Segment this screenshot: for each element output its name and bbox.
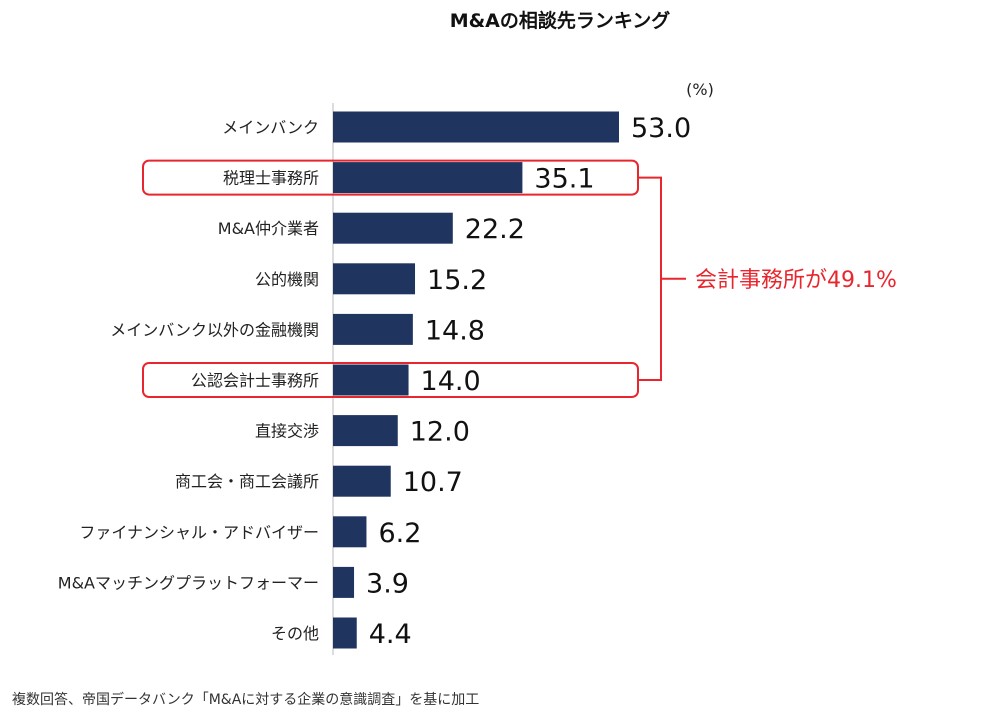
category-label: 税理士事務所 (223, 169, 319, 188)
bar (333, 364, 409, 396)
chart-title: M&Aの相談先ランキング (450, 9, 671, 32)
value-label: 4.4 (369, 619, 412, 650)
highlight-bracket (638, 176, 662, 381)
category-label: 公認会計士事務所 (191, 371, 319, 390)
category-label: ファイナンシャル・アドバイザー (79, 523, 319, 542)
bar (333, 516, 367, 548)
category-label: 商工会・商工会議所 (175, 472, 319, 491)
source-note: 複数回答、帝国データバンク「M&Aに対する企業の意識調査」を基に加工 (12, 692, 480, 708)
value-label: 12.0 (410, 417, 470, 448)
value-label: 15.2 (427, 265, 487, 296)
bar (333, 111, 619, 143)
category-label: M&Aマッチングプラットフォーマー (58, 573, 319, 592)
category-label: M&A仲介業者 (218, 219, 319, 238)
bar (333, 566, 355, 598)
value-label: 14.0 (421, 366, 481, 397)
value-label: 6.2 (378, 518, 421, 549)
value-label: 10.7 (403, 467, 463, 498)
unit-label: (%) (686, 80, 714, 99)
value-label: 22.2 (465, 214, 525, 245)
annotation-text: 会計事務所が49.1% (695, 268, 897, 293)
category-label: その他 (271, 624, 319, 643)
bar (333, 465, 391, 497)
bar (333, 313, 413, 345)
bar (333, 263, 416, 295)
value-label: 14.8 (425, 315, 485, 346)
category-label: メインバンク (222, 118, 319, 137)
bar (333, 415, 398, 447)
bar (333, 212, 453, 244)
value-label: 3.9 (366, 568, 409, 599)
category-label: 公的機関 (255, 270, 319, 289)
category-label: メインバンク以外の金融機関 (110, 320, 319, 339)
value-label: 53.0 (631, 113, 691, 144)
category-label: 直接交渉 (255, 422, 319, 441)
bar (333, 617, 357, 649)
bar (333, 162, 523, 194)
value-label: 35.1 (534, 164, 594, 195)
